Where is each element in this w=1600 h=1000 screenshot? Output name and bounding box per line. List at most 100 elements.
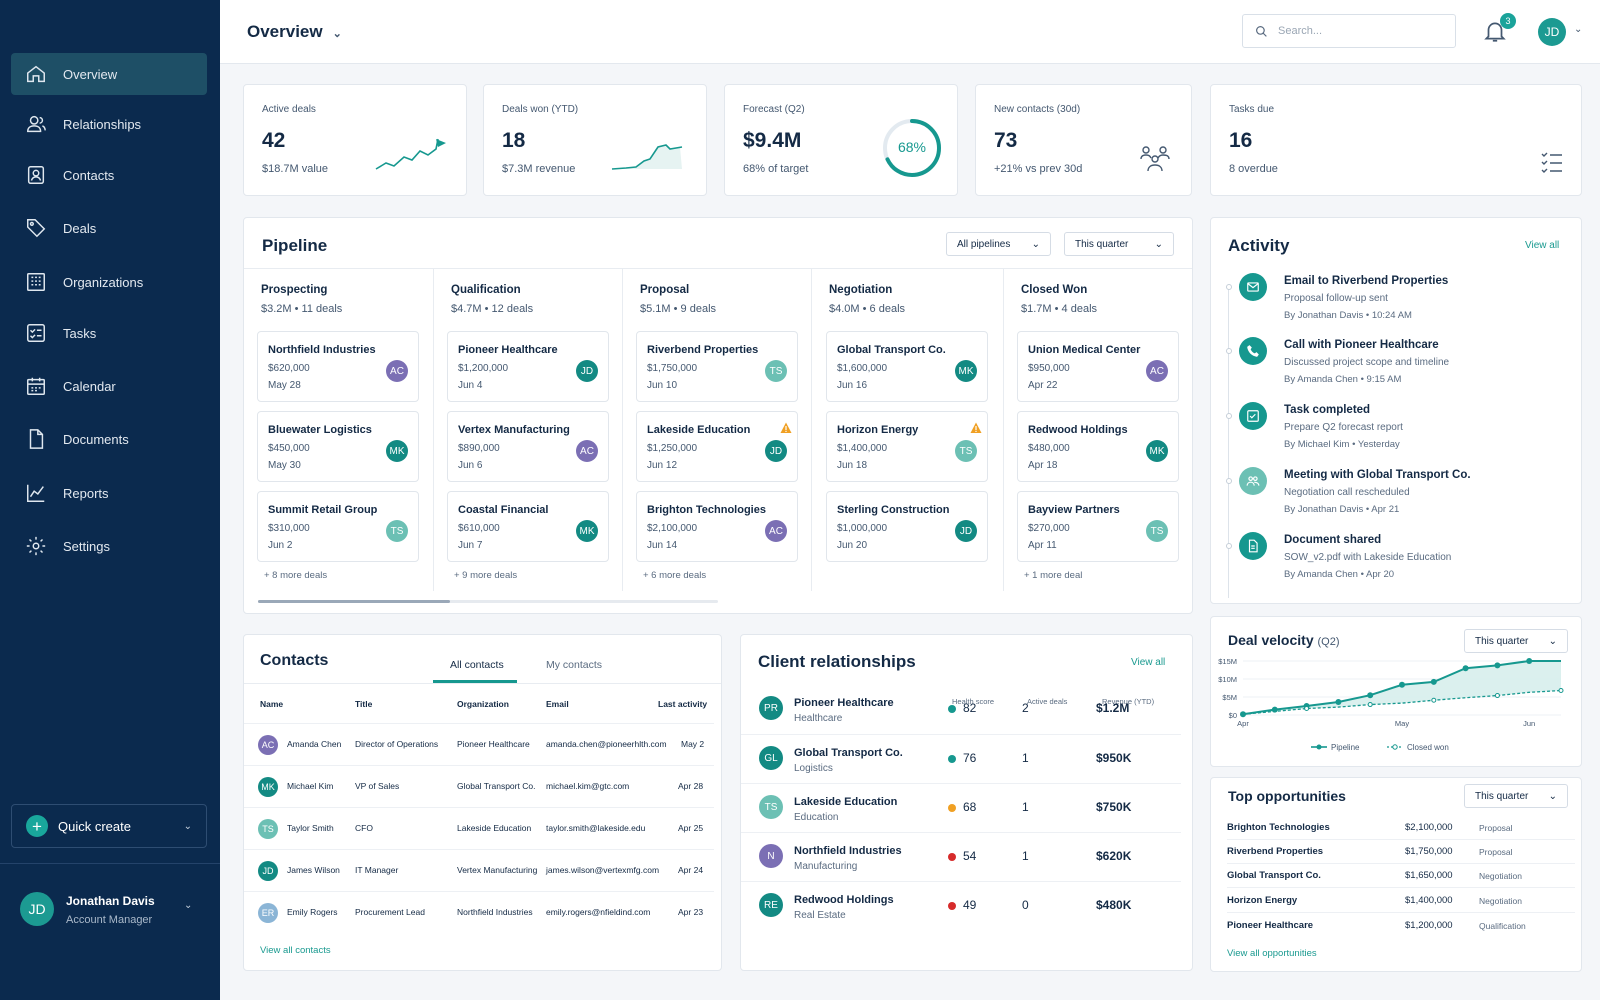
kpi-active-deals[interactable]: Active deals 42 $18.7M value <box>243 84 467 196</box>
table-row[interactable]: MK Michael Kim VP of Sales Global Transport… <box>244 765 714 807</box>
deal-card[interactable]: Vertex Manufacturing $890,000 Jun 6 AC <box>447 411 609 482</box>
chevron-down-icon[interactable]: ⌄ <box>1574 24 1583 35</box>
table-row[interactable]: ER Emily Rogers Procurement Lead Northfield… <box>244 891 714 933</box>
health-score: 54 <box>963 849 977 863</box>
relationship-row[interactable]: TS Lakeside Education Education 68 1 $750K <box>741 783 1181 832</box>
deal-card[interactable]: Sterling Construction $1,000,000 Jun 20 JD <box>826 491 988 562</box>
table-row[interactable]: AC Amanda Chen Director of Operations Pione… <box>244 723 714 765</box>
sidebar-item-settings[interactable]: Settings <box>11 525 207 567</box>
contact-email[interactable]: taylor.smith@lakeside.edu <box>546 823 646 833</box>
deal-card[interactable]: Redwood Holdings $480,000 Apr 18 MK <box>1017 411 1179 482</box>
chevron-down-icon[interactable]: ⌄ <box>184 900 193 911</box>
user-profile[interactable]: JD Jonathan Davis Account Manager ⌄ <box>0 863 220 1000</box>
table-row[interactable]: JD James Wilson IT Manager Vertex Manufactu… <box>244 849 714 891</box>
opportunities-period-dropdown[interactable]: This quarter ⌄ <box>1464 784 1568 808</box>
deal-amount: $2,100,000 <box>647 523 698 534</box>
deal-card[interactable]: Union Medical Center $950,000 Apr 22 AC <box>1017 331 1179 402</box>
deal-date: May 28 <box>268 380 301 391</box>
deal-card[interactable]: Horizon Energy $1,400,000 Jun 18 TS <box>826 411 988 482</box>
kpi-new-contacts[interactable]: New contacts (30d) 73 +21% vs prev 30d <box>975 84 1192 196</box>
deal-card[interactable]: Northfield Industries $620,000 May 28 AC <box>257 331 419 402</box>
opportunity-row[interactable]: Horizon Energy $1,400,000 Negotiation <box>1227 888 1575 913</box>
more-deals-link[interactable]: + 9 more deals <box>454 570 518 581</box>
sidebar-item-reports[interactable]: Reports <box>11 472 207 514</box>
activity-item[interactable]: Call with Pioneer Healthcare Discussed p… <box>1211 337 1571 397</box>
relationship-row[interactable]: GL Global Transport Co. Logistics 76 1 $950K <box>741 734 1181 783</box>
activity-item[interactable]: Meeting with Global Transport Co. Negoti… <box>1211 467 1571 527</box>
search-box[interactable] <box>1242 14 1456 48</box>
deal-card[interactable]: Pioneer Healthcare $1,200,000 Jun 4 JD <box>447 331 609 402</box>
contact-email[interactable]: james.wilson@vertexmfg.com <box>546 865 660 875</box>
column-header-email[interactable]: Email <box>546 699 569 709</box>
activity-item[interactable]: Task completed Prepare Q2 forecast repor… <box>1211 402 1571 462</box>
column-header-name[interactable]: Name <box>260 699 284 709</box>
opportunity-row[interactable]: Riverbend Properties $1,750,000 Proposal <box>1227 839 1575 864</box>
contact-email[interactable]: michael.kim@gtc.com <box>546 781 630 791</box>
kpi-forecast[interactable]: Forecast (Q2) $9.4M 68% of target 68% <box>724 84 958 196</box>
sidebar-item-documents[interactable]: Documents <box>11 418 207 460</box>
deal-card[interactable]: Global Transport Co. $1,600,000 Jun 16 MK <box>826 331 988 402</box>
more-deals-link[interactable]: + 8 more deals <box>264 570 328 581</box>
contact-email[interactable]: amanda.chen@pioneerhlth.com <box>546 739 667 749</box>
closed-won-line <box>1242 689 1562 715</box>
legend-pipeline-label: Pipeline <box>1331 743 1360 752</box>
page-title[interactable]: Overview ⌄ <box>247 22 342 42</box>
chevron-down-icon: ⌄ <box>1154 238 1163 250</box>
sidebar-item-tasks[interactable]: Tasks <box>11 312 207 354</box>
kpi-deals-won[interactable]: Deals won (YTD) 18 $7.3M revenue <box>483 84 707 196</box>
sidebar-item-contacts[interactable]: Contacts <box>11 154 207 196</box>
opportunity-amount: $2,100,000 <box>1405 822 1453 833</box>
more-deals-link[interactable]: + 1 more deal <box>1024 570 1083 581</box>
gauge-value: 68% <box>897 139 927 155</box>
avatar[interactable]: JD <box>1538 18 1566 46</box>
column-header-last-activity[interactable]: Last activity <box>658 699 708 709</box>
contact-title: CFO <box>355 823 373 833</box>
deal-card[interactable]: Lakeside Education $1,250,000 Jun 12 JD <box>636 411 798 482</box>
column-header-organization[interactable]: Organization <box>457 699 509 709</box>
deal-card[interactable]: Summit Retail Group $310,000 Jun 2 TS <box>257 491 419 562</box>
tab-all-contacts[interactable]: All contacts <box>450 659 504 671</box>
sidebar-item-calendar[interactable]: Calendar <box>11 365 207 407</box>
relationships-view-all-link[interactable]: View all <box>1131 657 1166 668</box>
contact-email[interactable]: emily.rogers@nfieldind.com <box>546 907 651 917</box>
home-icon <box>27 65 45 83</box>
column-summary: $4.7M • 12 deals <box>451 303 534 315</box>
pipeline-point <box>1462 665 1469 672</box>
horizontal-scrollbar[interactable] <box>258 600 718 603</box>
bell-icon[interactable] <box>1482 18 1508 44</box>
sidebar-item-organizations[interactable]: Organizations <box>11 261 207 303</box>
quick-create-button[interactable]: + Quick create ⌄ <box>11 804 207 848</box>
sidebar-item-relationships[interactable]: Relationships <box>11 103 207 145</box>
relationship-row[interactable]: RE Redwood Holdings Real Estate 49 0 $480K <box>741 881 1181 930</box>
deal-card[interactable]: Bayview Partners $270,000 Apr 11 TS <box>1017 491 1179 562</box>
kpi-tasks-due[interactable]: Tasks due 16 8 overdue <box>1210 84 1582 196</box>
relationship-row[interactable]: N Northfield Industries Manufacturing 54 1 $6… <box>741 832 1181 881</box>
search-input[interactable] <box>1278 25 1438 37</box>
more-deals-link[interactable]: + 6 more deals <box>643 570 707 581</box>
opportunity-row[interactable]: Global Transport Co. $1,650,000 Negotiatio… <box>1227 863 1575 888</box>
deal-card[interactable]: Coastal Financial $610,000 Jun 7 MK <box>447 491 609 562</box>
velocity-period-dropdown[interactable]: This quarter ⌄ <box>1464 629 1568 653</box>
activity-item[interactable]: Email to Riverbend Properties Proposal f… <box>1211 273 1571 333</box>
activity-item[interactable]: Document shared SOW_v2.pdf with Lakeside… <box>1211 532 1571 592</box>
view-all-contacts-link[interactable]: View all contacts <box>260 945 331 956</box>
opportunity-row[interactable]: Brighton Technologies $2,100,000 Proposal <box>1227 815 1575 840</box>
deal-card[interactable]: Riverbend Properties $1,750,000 Jun 10 TS <box>636 331 798 402</box>
sidebar-item-deals[interactable]: Deals <box>11 207 207 249</box>
opportunity-row[interactable]: Pioneer Healthcare $1,200,000 Qualificatio… <box>1227 913 1575 938</box>
tab-my-contacts[interactable]: My contacts <box>546 659 603 671</box>
period-filter-dropdown[interactable]: This quarter ⌄ <box>1064 232 1174 256</box>
velocity-title-text: Deal velocity <box>1228 632 1314 648</box>
scrollbar-thumb[interactable] <box>258 600 450 603</box>
view-all-opportunities-link[interactable]: View all opportunities <box>1227 948 1317 959</box>
check-icon <box>1239 402 1267 430</box>
sidebar-item-overview[interactable]: Overview <box>11 53 207 95</box>
table-row[interactable]: TS Taylor Smith CFO Lakeside Education taylo… <box>244 807 714 849</box>
pipeline-point <box>1240 711 1246 718</box>
deal-card[interactable]: Bluewater Logistics $450,000 May 30 MK <box>257 411 419 482</box>
relationship-row[interactable]: PR Pioneer Healthcare Healthcare 82 2 $1.2M <box>741 685 1181 734</box>
activity-view-all-link[interactable]: View all <box>1525 240 1560 251</box>
pipeline-filter-dropdown[interactable]: All pipelines ⌄ <box>946 232 1051 256</box>
column-header-title[interactable]: Title <box>355 699 373 709</box>
deal-card[interactable]: Brighton Technologies $2,100,000 Jun 14 AC <box>636 491 798 562</box>
